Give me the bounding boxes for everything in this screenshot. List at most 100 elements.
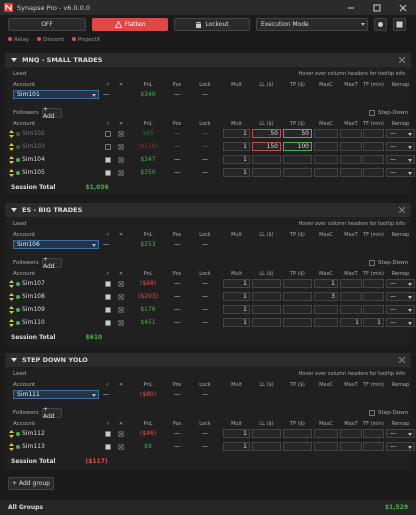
remove-group[interactable]	[398, 356, 406, 365]
exclude-box[interactable]	[118, 143, 124, 150]
enabled-checkbox[interactable]	[105, 443, 111, 450]
ll-input[interactable]	[252, 155, 281, 164]
remap-select[interactable]: —	[386, 429, 415, 438]
exclude-box[interactable]	[118, 306, 124, 313]
tf-input[interactable]: 1	[363, 318, 384, 327]
reorder-arrows[interactable]	[9, 318, 15, 327]
minimize[interactable]	[338, 0, 364, 15]
maxt-input[interactable]	[340, 155, 362, 164]
mult-input[interactable]: 1	[223, 168, 250, 177]
tp-input[interactable]	[283, 305, 312, 314]
mult-input[interactable]: 1	[223, 142, 250, 151]
enabled-checkbox[interactable]	[105, 280, 111, 287]
settings-button[interactable]	[374, 18, 387, 31]
remap-select[interactable]: —	[386, 292, 415, 301]
maxc-input[interactable]: 3	[314, 292, 338, 301]
tp-input[interactable]: 50	[283, 129, 312, 138]
reorder-arrows[interactable]	[9, 142, 15, 151]
maxt-input[interactable]	[340, 442, 362, 451]
enabled-checkbox[interactable]	[105, 169, 111, 176]
lead-account-select[interactable]: Sim101	[13, 90, 99, 99]
reorder-arrows[interactable]	[9, 155, 15, 164]
reorder-arrows[interactable]	[9, 292, 15, 301]
tf-input[interactable]	[363, 129, 384, 138]
remap-select[interactable]: —	[386, 155, 415, 164]
tf-input[interactable]	[363, 155, 384, 164]
tf-input[interactable]	[363, 142, 384, 151]
tp-input[interactable]	[283, 168, 312, 177]
ll-input[interactable]	[252, 442, 281, 451]
remap-select[interactable]: —	[386, 142, 415, 151]
mult-input[interactable]: 1	[223, 442, 250, 451]
reorder-arrows[interactable]	[9, 305, 15, 314]
save-button[interactable]	[393, 18, 406, 31]
tp-input[interactable]	[283, 279, 312, 288]
tp-input[interactable]: 100	[283, 142, 312, 151]
maxt-input[interactable]	[340, 129, 362, 138]
lockout-button[interactable]: Lockout	[174, 18, 250, 31]
maxc-input[interactable]	[314, 318, 338, 327]
flatten-button[interactable]: Flatten	[92, 18, 168, 31]
exclude-box[interactable]	[118, 169, 124, 176]
reorder-arrows[interactable]	[9, 168, 15, 177]
reorder-arrows[interactable]	[9, 442, 15, 451]
tf-input[interactable]	[363, 305, 384, 314]
ll-input[interactable]	[252, 292, 281, 301]
maxc-input[interactable]	[314, 142, 338, 151]
enabled-checkbox[interactable]	[105, 130, 111, 137]
tp-input[interactable]	[283, 292, 312, 301]
reorder-arrows[interactable]	[9, 279, 15, 288]
tp-input[interactable]	[283, 429, 312, 438]
lead-account-select[interactable]: Sim106	[13, 240, 99, 249]
collapse-toggle[interactable]	[11, 358, 17, 362]
maxt-input[interactable]: 1	[340, 318, 362, 327]
reorder-arrows[interactable]	[9, 429, 15, 438]
add-group-button[interactable]: + Add group	[8, 477, 54, 490]
exclude-box[interactable]	[118, 430, 124, 437]
step-down-checkbox[interactable]	[369, 409, 375, 416]
step-down-checkbox[interactable]	[369, 259, 375, 266]
tf-input[interactable]	[363, 279, 384, 288]
mult-input[interactable]: 1	[223, 429, 250, 438]
tf-input[interactable]	[363, 429, 384, 438]
exclude-box[interactable]	[118, 443, 124, 450]
remap-select[interactable]: —	[386, 279, 415, 288]
exclude-box[interactable]	[118, 130, 124, 137]
remove-group[interactable]	[398, 56, 406, 65]
maxc-input[interactable]: 1	[314, 279, 338, 288]
ll-input[interactable]: 150	[252, 142, 281, 151]
mult-input[interactable]: 1	[223, 318, 250, 327]
tf-input[interactable]	[363, 168, 384, 177]
maxc-input[interactable]	[314, 305, 338, 314]
mode-select[interactable]: Execution Mode	[256, 18, 368, 31]
mult-input[interactable]: 1	[223, 129, 250, 138]
remap-select[interactable]: —	[386, 442, 415, 451]
tf-input[interactable]	[363, 292, 384, 301]
maxt-input[interactable]	[340, 292, 362, 301]
tf-input[interactable]	[363, 442, 384, 451]
remap-select[interactable]: —	[386, 305, 415, 314]
exclude-box[interactable]	[118, 293, 124, 300]
maxc-input[interactable]	[314, 429, 338, 438]
mult-input[interactable]: 1	[223, 292, 250, 301]
add-follower[interactable]: + Add	[42, 406, 62, 420]
remove-group[interactable]	[398, 206, 406, 215]
maximize[interactable]	[364, 0, 390, 15]
remap-select[interactable]: —	[386, 318, 415, 327]
maxt-input[interactable]	[340, 142, 362, 151]
enabled-checkbox[interactable]	[105, 156, 111, 163]
close[interactable]	[390, 0, 416, 15]
exclude-box[interactable]	[118, 156, 124, 163]
exclude-box[interactable]	[118, 280, 124, 287]
off-button[interactable]: OFF	[8, 18, 86, 31]
enabled-checkbox[interactable]	[105, 293, 111, 300]
mult-input[interactable]: 1	[223, 279, 250, 288]
maxt-input[interactable]	[340, 168, 362, 177]
maxt-input[interactable]	[340, 305, 362, 314]
ll-input[interactable]	[252, 429, 281, 438]
collapse-toggle[interactable]	[11, 58, 17, 62]
ll-input[interactable]	[252, 168, 281, 177]
maxc-input[interactable]	[314, 442, 338, 451]
mult-input[interactable]: 1	[223, 305, 250, 314]
maxt-input[interactable]	[340, 429, 362, 438]
